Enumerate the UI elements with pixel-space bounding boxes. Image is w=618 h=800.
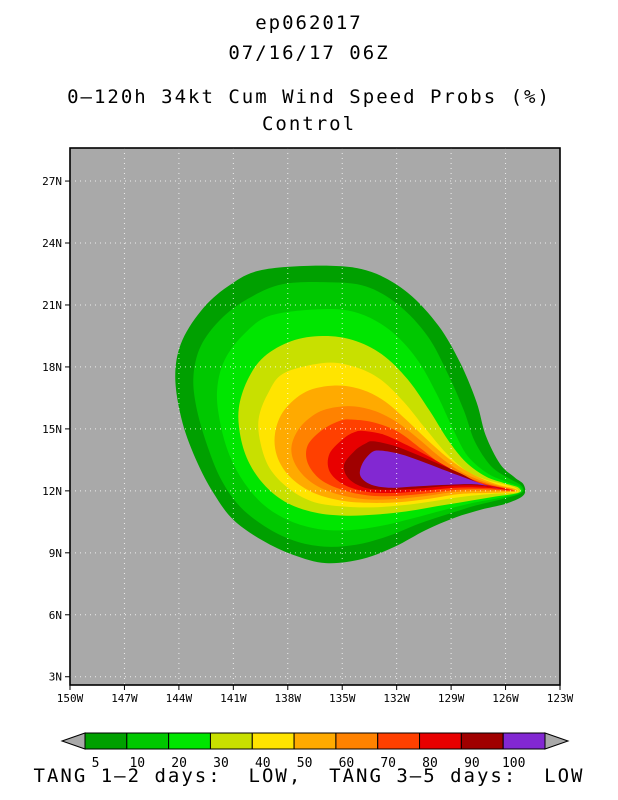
colorbar-segment-20 <box>168 732 211 750</box>
lat-tick-label: 27N <box>42 175 62 188</box>
lat-tick-label: 18N <box>42 361 62 374</box>
lon-tick-label: 123W <box>547 692 574 705</box>
map-border <box>69 147 561 686</box>
chart-subtitle: Control <box>261 113 357 135</box>
lon-tick-label: 126W <box>492 692 519 705</box>
colorbar-segment-100 <box>502 732 546 750</box>
colorbar: 5 10 20 30 40 50 60 70 80 90 100 <box>60 732 570 771</box>
lon-tick-label: 141W <box>220 692 247 705</box>
colorbar-segment-30 <box>209 732 253 750</box>
lon-tick-label: 150W <box>57 692 84 705</box>
colorbar-segment-60 <box>335 732 379 750</box>
colorbar-segment-10 <box>126 732 170 750</box>
lon-tick-label: 129W <box>438 692 465 705</box>
colorbar-label: 100 <box>502 756 525 771</box>
colorbar-left-arrow <box>60 732 86 750</box>
lon-tick-label: 138W <box>275 692 302 705</box>
lat-tick-label: 6N <box>49 609 62 622</box>
colorbar-label: 70 <box>380 756 396 771</box>
lat-tick-label: 3N <box>49 671 62 684</box>
colorbar-label: 10 <box>129 756 145 771</box>
colorbar-segment-90 <box>460 732 504 750</box>
lon-tick-label: 135W <box>329 692 356 705</box>
lat-tick-label: 9N <box>49 547 62 560</box>
colorbar-label: 90 <box>464 756 480 771</box>
probability-map: 150W 147W 144W 141W 138W 135W 132W 129W 126W 123W… <box>42 147 574 705</box>
lat-tick-label: 12N <box>42 485 62 498</box>
colorbar-label: 30 <box>213 756 229 771</box>
colorbar-label: 50 <box>297 756 313 771</box>
lat-tick-label: 21N <box>42 299 62 312</box>
chart-title: 0–120h 34kt Cum Wind Speed Probs (%) <box>67 86 551 108</box>
colorbar-label: 60 <box>339 756 355 771</box>
lat-tick-label: 24N <box>42 237 62 250</box>
colorbar-label: 80 <box>422 756 438 771</box>
colorbar-segment-40 <box>251 732 295 750</box>
valid-datetime: 07/16/17 06Z <box>228 42 390 64</box>
colorbar-segment-5 <box>84 732 128 750</box>
colorbar-right-arrow <box>544 732 570 750</box>
axis-ticks <box>65 180 561 690</box>
colorbar-label: 40 <box>255 756 271 771</box>
tang-status-text: TANG 1–2 days: LOW, TANG 3–5 days: LOW <box>33 765 585 787</box>
lon-tick-label: 144W <box>166 692 193 705</box>
colorbar-segment-70 <box>377 732 421 750</box>
lat-tick-label: 15N <box>42 423 62 436</box>
storm-id-title: ep062017 <box>255 12 363 34</box>
colorbar-segment-80 <box>419 732 462 750</box>
lon-tick-label: 147W <box>111 692 138 705</box>
contour-field <box>175 265 526 564</box>
colorbar-segment-50 <box>293 732 337 750</box>
lon-tick-label: 132W <box>383 692 410 705</box>
contour-level-100 <box>359 450 506 491</box>
colorbar-label: 5 <box>92 756 100 771</box>
axis-labels: 150W 147W 144W 141W 138W 135W 132W 129W 126W 123W… <box>42 175 573 705</box>
grid-lines <box>69 148 561 685</box>
colorbar-label: 20 <box>171 756 187 771</box>
